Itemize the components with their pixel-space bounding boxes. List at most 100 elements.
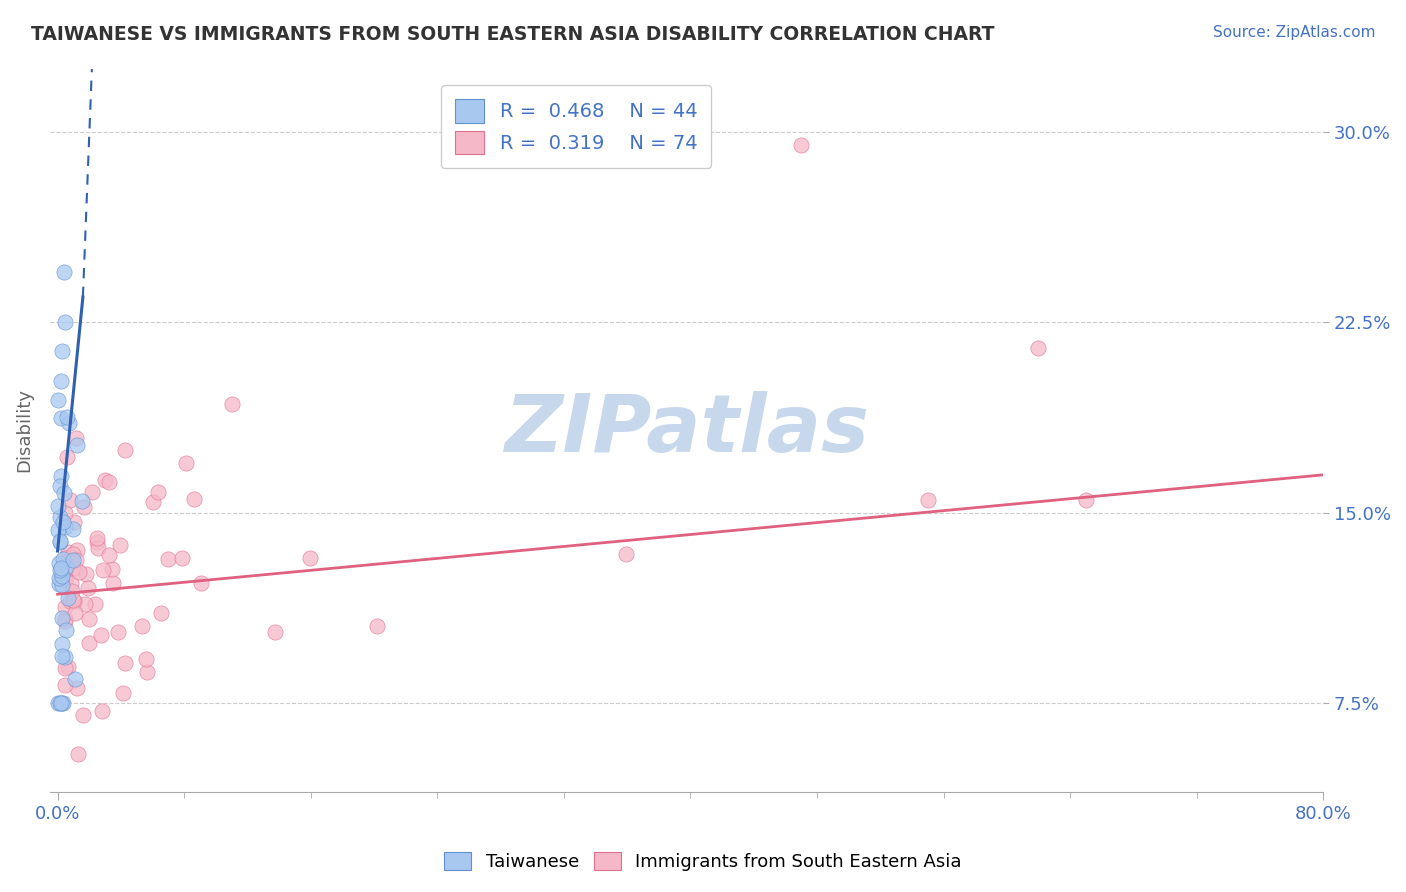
Text: TAIWANESE VS IMMIGRANTS FROM SOUTH EASTERN ASIA DISABILITY CORRELATION CHART: TAIWANESE VS IMMIGRANTS FROM SOUTH EASTE…	[31, 25, 994, 44]
Point	[142, 495, 165, 509]
Point	[112, 686, 135, 700]
Point	[56, 591, 79, 605]
Point	[52, 515, 75, 529]
Point	[55, 571, 77, 585]
Y-axis label: Disability: Disability	[15, 388, 32, 473]
Point	[55, 623, 77, 637]
Point	[55, 661, 77, 675]
Point	[114, 443, 136, 458]
Point	[103, 576, 125, 591]
Point	[48, 571, 70, 585]
Point	[94, 473, 117, 487]
Point	[51, 637, 73, 651]
Point	[49, 374, 72, 388]
Point	[63, 672, 86, 686]
Point	[49, 534, 72, 549]
Point	[59, 593, 82, 607]
Point	[75, 566, 97, 581]
Point	[48, 556, 70, 570]
Point	[170, 551, 193, 566]
Point	[51, 611, 73, 625]
Point	[51, 561, 73, 575]
Point	[790, 137, 813, 152]
Point	[56, 544, 79, 558]
Point	[86, 535, 108, 549]
Point	[51, 469, 73, 483]
Point	[59, 550, 82, 565]
Point	[614, 547, 637, 561]
Point	[53, 650, 76, 665]
Point	[1074, 493, 1097, 508]
Point	[66, 681, 89, 695]
Text: ZIPatlas: ZIPatlas	[503, 392, 869, 469]
Point	[65, 553, 87, 567]
Point	[55, 678, 77, 692]
Point	[70, 493, 93, 508]
Point	[49, 563, 72, 577]
Point	[298, 551, 321, 566]
Point	[48, 510, 70, 524]
Point	[366, 618, 388, 632]
Point	[63, 561, 86, 575]
Point	[48, 535, 70, 549]
Point	[77, 581, 100, 595]
Point	[62, 522, 84, 536]
Point	[55, 316, 77, 330]
Point	[87, 541, 110, 555]
Point	[56, 450, 79, 464]
Point	[98, 475, 121, 489]
Point	[60, 583, 83, 598]
Point	[55, 614, 77, 628]
Point	[77, 636, 100, 650]
Point	[107, 625, 129, 640]
Point	[73, 597, 96, 611]
Point	[190, 576, 212, 591]
Point	[263, 625, 285, 640]
Point	[174, 456, 197, 470]
Point	[82, 484, 104, 499]
Point	[53, 486, 76, 500]
Point	[51, 572, 73, 586]
Point	[55, 551, 77, 566]
Point	[48, 500, 70, 514]
Point	[53, 520, 76, 534]
Point	[67, 565, 90, 579]
Point	[183, 492, 205, 507]
Point	[52, 552, 75, 566]
Point	[58, 416, 80, 430]
Point	[65, 431, 87, 445]
Point	[55, 560, 77, 574]
Point	[55, 573, 77, 587]
Point	[62, 593, 84, 607]
Text: Source: ZipAtlas.com: Source: ZipAtlas.com	[1212, 25, 1375, 40]
Legend: Taiwanese, Immigrants from South Eastern Asia: Taiwanese, Immigrants from South Eastern…	[437, 845, 969, 879]
Point	[49, 697, 72, 711]
Point	[62, 593, 84, 607]
Point	[55, 599, 77, 614]
Point	[91, 563, 114, 577]
Point	[86, 531, 108, 545]
Point	[114, 656, 136, 670]
Legend: R =  0.468    N = 44, R =  0.319    N = 74: R = 0.468 N = 44, R = 0.319 N = 74	[441, 86, 711, 168]
Point	[221, 397, 243, 411]
Point	[59, 493, 82, 508]
Point	[51, 696, 73, 710]
Point	[49, 411, 72, 425]
Point	[48, 479, 70, 493]
Point	[84, 597, 107, 611]
Point	[63, 606, 86, 620]
Point	[62, 547, 84, 561]
Point	[91, 704, 114, 718]
Point	[136, 665, 159, 679]
Point	[48, 523, 70, 537]
Point	[56, 410, 79, 425]
Point	[48, 576, 70, 591]
Point	[51, 648, 73, 663]
Point	[51, 569, 73, 583]
Point	[51, 578, 73, 592]
Point	[62, 515, 84, 529]
Point	[51, 344, 73, 359]
Point	[52, 697, 75, 711]
Point	[73, 500, 96, 515]
Point	[108, 538, 131, 552]
